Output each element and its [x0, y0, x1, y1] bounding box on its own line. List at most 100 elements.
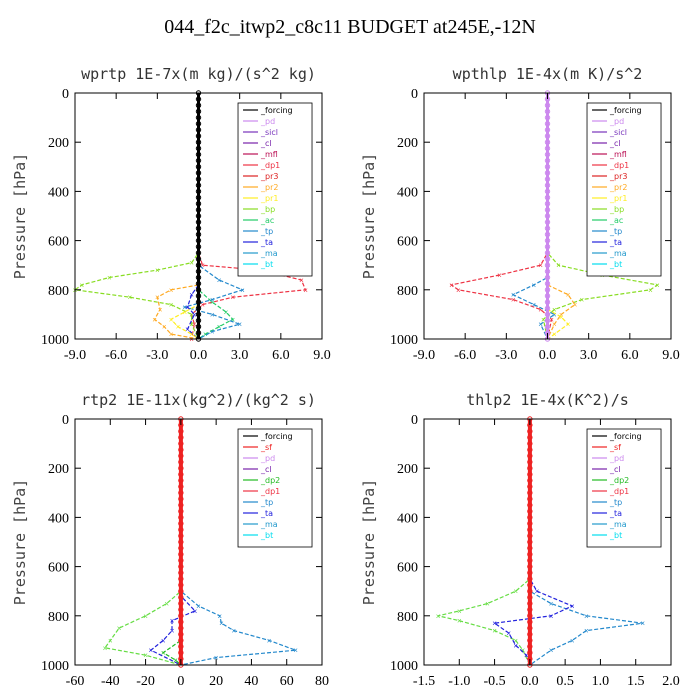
series-point: [544, 102, 551, 109]
series-point: ×: [552, 320, 557, 329]
plot-frame: [74, 418, 323, 666]
series-point: ×: [192, 310, 197, 319]
series-point: [195, 207, 202, 213]
series-point: ×: [449, 281, 454, 290]
series-point: ×: [230, 315, 235, 324]
series-point: [178, 551, 184, 557]
series-point: ×: [655, 281, 660, 290]
series-point: [544, 201, 551, 207]
series-point: [544, 207, 551, 213]
series-point: [527, 637, 533, 644]
series-point: [527, 459, 533, 465]
series-point: ×: [169, 301, 174, 310]
series-point: ×: [164, 600, 169, 609]
series-point: [527, 434, 533, 441]
series-point: [527, 539, 533, 545]
legend-label: _pd: [609, 117, 624, 126]
x-tick-label: 1.0: [592, 674, 610, 689]
series-point: ×: [559, 310, 564, 319]
series-point: ×: [217, 276, 222, 285]
series-point: [544, 225, 551, 232]
series-point: [527, 533, 533, 539]
y-tick-label: 800: [48, 284, 69, 299]
series-point: ×: [640, 619, 645, 628]
series-point: [178, 631, 184, 637]
series-point: ×: [492, 627, 497, 636]
series-point: [527, 496, 533, 502]
y-tick-label: 200: [48, 136, 69, 151]
x-tick-label: -9.0: [413, 348, 435, 363]
x-tick-label: -1.0: [448, 674, 470, 689]
series-point: ×: [538, 261, 543, 270]
series-point: [544, 256, 551, 262]
legend-label: _dp2: [260, 476, 280, 485]
series-point: [544, 231, 551, 238]
series-point: ×: [189, 259, 194, 268]
series-point: ×: [193, 607, 198, 616]
series-point: ×: [185, 303, 190, 312]
series-point: ×: [566, 320, 571, 329]
series-point: ×: [182, 308, 187, 317]
series-point: ×: [237, 320, 242, 329]
x-tick-label: -60: [66, 674, 85, 689]
series-point: ×: [169, 315, 174, 324]
legend-label: _dp1: [260, 161, 280, 170]
series-point: [527, 428, 533, 434]
series-point: [527, 582, 533, 588]
series-line-dp1: [437, 419, 531, 666]
y-tick-label: 0: [411, 413, 418, 428]
series-point: ×: [161, 636, 166, 645]
series-point: [527, 606, 533, 613]
plot-frame: [423, 418, 672, 666]
series-point: [544, 213, 551, 219]
x-tick-label: -3.0: [146, 348, 168, 363]
series-point: [195, 311, 202, 318]
series-point: [178, 588, 184, 594]
series-point: [178, 465, 184, 471]
series-point: [527, 570, 533, 576]
series-point: [527, 508, 533, 514]
x-tick-label: 9.0: [313, 348, 331, 363]
series-point: ×: [535, 587, 540, 596]
series-point: ×: [648, 286, 653, 295]
series-point: ×: [162, 323, 167, 332]
series-point: [195, 256, 202, 262]
y-tick-label: 600: [397, 561, 418, 576]
x-tick-label: -6.0: [454, 348, 476, 363]
series-point: ×: [182, 303, 187, 312]
series-point: ×: [170, 617, 175, 626]
series-point: [527, 465, 533, 471]
series-point: [178, 520, 184, 527]
x-tick-label: -3.0: [495, 348, 517, 363]
series-point: [195, 213, 202, 219]
series-point: [178, 643, 184, 650]
series-point: [178, 428, 184, 434]
legend-label: _ma: [260, 520, 278, 529]
series-point: [544, 219, 551, 225]
series-point: [544, 317, 551, 324]
series-point: [544, 145, 551, 152]
legend-label: _tp: [260, 498, 273, 507]
series-point: [527, 588, 533, 594]
series-point: [544, 262, 551, 268]
series-line-pr1: [546, 93, 570, 340]
series-point: ×: [158, 305, 163, 314]
series-point: [178, 514, 184, 521]
series-point: [544, 127, 551, 133]
x-tick-label: 9.0: [662, 348, 680, 363]
series-point: ×: [210, 310, 215, 319]
series-point: [544, 188, 551, 195]
x-tick-label: 0: [177, 674, 184, 689]
x-tick-label: 0.0: [190, 348, 208, 363]
series-line-dp1: [103, 419, 182, 666]
series-point: [544, 164, 551, 170]
y-tick-label: 1000: [41, 333, 69, 348]
x-tick-label: -20: [136, 674, 155, 689]
series-point: [195, 293, 202, 299]
series-point: ×: [456, 286, 461, 295]
legend-label: _ta: [260, 238, 273, 247]
x-tick-label: 0.0: [539, 348, 557, 363]
series-point: ×: [231, 627, 236, 636]
